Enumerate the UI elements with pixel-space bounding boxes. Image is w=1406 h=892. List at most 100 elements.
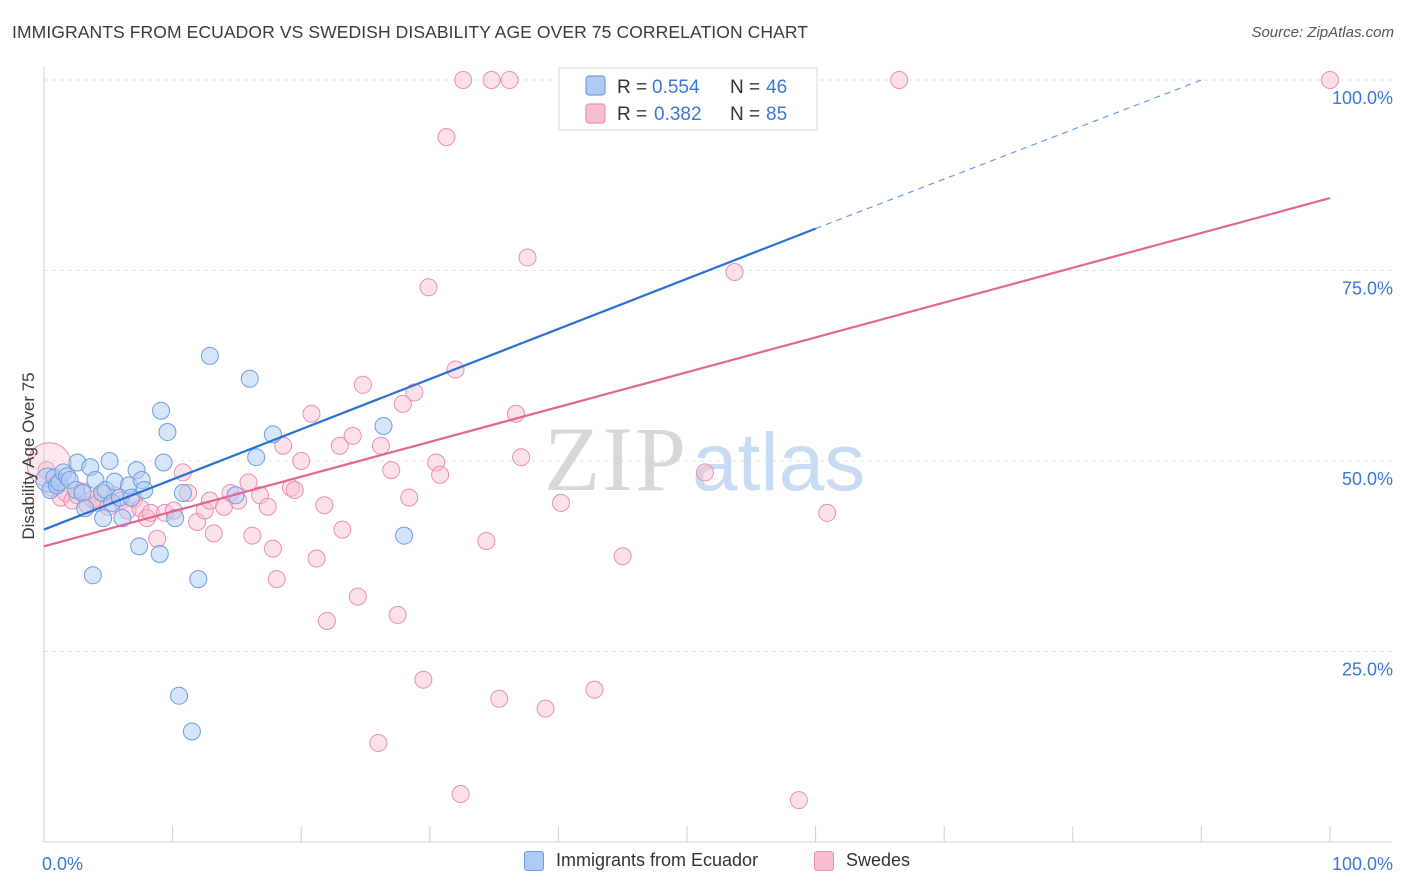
legend-top: R = 0.554 N = 46 R = 0.382 N = 85	[558, 67, 818, 131]
legend-label-swedes: Swedes	[846, 850, 911, 870]
legend-swatch-pink	[585, 103, 606, 124]
swedes-point	[500, 71, 519, 89]
legend-n-value-1: 46	[766, 77, 787, 98]
ecuador-point	[240, 369, 259, 388]
watermark: ZIP atlas	[544, 408, 865, 510]
swedes-point	[890, 71, 909, 89]
ecuador-trend-line	[43, 227, 816, 531]
legend-n-value-2: 85	[766, 104, 787, 125]
swedes-point	[1321, 71, 1339, 89]
swedes-point	[427, 453, 446, 472]
y-tick-label: 25.0%	[1342, 660, 1393, 680]
swedes-point	[818, 503, 837, 522]
ecuador-point	[154, 453, 173, 472]
x-tick-label: 100.0%	[1332, 854, 1393, 874]
swedes-point	[243, 526, 262, 545]
swedes-point	[317, 612, 336, 631]
swedes-point	[454, 71, 473, 89]
watermark-zip: ZIP	[544, 408, 688, 510]
swedes-point	[696, 463, 715, 482]
ecuador-point	[100, 452, 119, 470]
swedes-point	[393, 394, 412, 413]
swedes-point	[725, 263, 744, 282]
swedes-point	[789, 791, 808, 810]
ecuador-point	[158, 423, 177, 442]
swedes-point	[204, 524, 223, 543]
ecuador-point	[200, 346, 219, 365]
trend-lines	[43, 79, 1331, 548]
legend-n-label-1: N =	[730, 77, 760, 98]
swedes-point	[482, 71, 501, 89]
swedes-point	[263, 539, 282, 558]
swedes-point	[477, 532, 496, 551]
legend-swatch-blue	[585, 75, 606, 96]
swedes-point	[292, 452, 311, 470]
tick-labels: 25.0% 50.0% 75.0% 100.0% 0.0% 100.0%	[42, 88, 1393, 874]
ecuador-trend-extension	[815, 79, 1202, 230]
ecuador-point	[94, 509, 113, 528]
swedes-point	[330, 436, 349, 455]
swedes-point	[388, 605, 407, 624]
legend-swatch-ecuador	[524, 850, 544, 871]
swedes-point	[148, 529, 167, 548]
ecuador-points	[35, 71, 817, 741]
ecuador-point	[130, 537, 149, 556]
ecuador-point	[395, 526, 414, 545]
swedes-point	[512, 448, 531, 467]
ecuador-point	[170, 686, 189, 705]
legend-r-label-1: R =	[617, 77, 647, 98]
swedes-point	[371, 436, 390, 455]
legend-r-value-1: 0.554	[652, 77, 700, 98]
ecuador-point	[150, 544, 169, 563]
ecuador-point	[166, 509, 185, 528]
swedes-point	[551, 493, 570, 512]
ecuador-point	[83, 566, 102, 585]
swedes-point	[414, 670, 433, 689]
swedes-point	[343, 426, 362, 445]
swedes-point	[302, 404, 321, 423]
ecuador-point	[152, 401, 171, 420]
swedes-point	[437, 128, 456, 147]
swedes-point	[419, 278, 438, 297]
swedes-trend-line	[43, 197, 1331, 548]
source-credit: Source: ZipAtlas.com	[1251, 24, 1394, 41]
y-tick-label: 75.0%	[1342, 279, 1393, 299]
watermark-atlas: atlas	[692, 417, 865, 508]
swedes-point	[382, 461, 401, 480]
ecuador-point	[247, 448, 266, 467]
swedes-point	[258, 497, 277, 516]
swedes-point	[431, 465, 450, 484]
ecuador-point	[374, 416, 393, 435]
legend-n-label-2: N =	[730, 104, 760, 125]
swedes-point	[285, 480, 304, 499]
swedes-point	[451, 784, 470, 803]
swedes-point	[518, 248, 537, 267]
grid-lines	[44, 79, 1392, 652]
swedes-point	[353, 375, 372, 394]
ecuador-point	[182, 722, 201, 741]
x-tick-label: 0.0%	[42, 854, 83, 874]
legend-r-label-2: R =	[617, 104, 647, 125]
swedes-point	[267, 570, 286, 589]
ecuador-point	[73, 484, 92, 503]
ecuador-point	[189, 570, 208, 589]
legend-item-ecuador: Immigrants from Ecuador	[524, 850, 758, 871]
ecuador-point	[173, 484, 192, 503]
swedes-point	[536, 699, 555, 718]
ecuador-point	[113, 509, 132, 528]
swedes-point	[400, 488, 419, 507]
swedes-point	[348, 587, 367, 606]
legend-r-value-2: 0.382	[654, 104, 702, 125]
swedes-point	[315, 496, 334, 515]
legend-swatch-swedes	[814, 850, 834, 871]
swedes-point	[369, 733, 388, 752]
axes	[43, 66, 1392, 843]
swedes-point	[307, 549, 326, 568]
legend-bottom: Immigrants from Ecuador Swedes	[0, 850, 1406, 880]
y-axis-label: Disability Age Over 75	[19, 372, 38, 539]
y-tick-label: 100.0%	[1332, 88, 1393, 108]
legend-label-ecuador: Immigrants from Ecuador	[556, 850, 759, 870]
chart-title: IMMIGRANTS FROM ECUADOR VS SWEDISH DISAB…	[12, 22, 809, 42]
swedes-point	[585, 680, 604, 699]
